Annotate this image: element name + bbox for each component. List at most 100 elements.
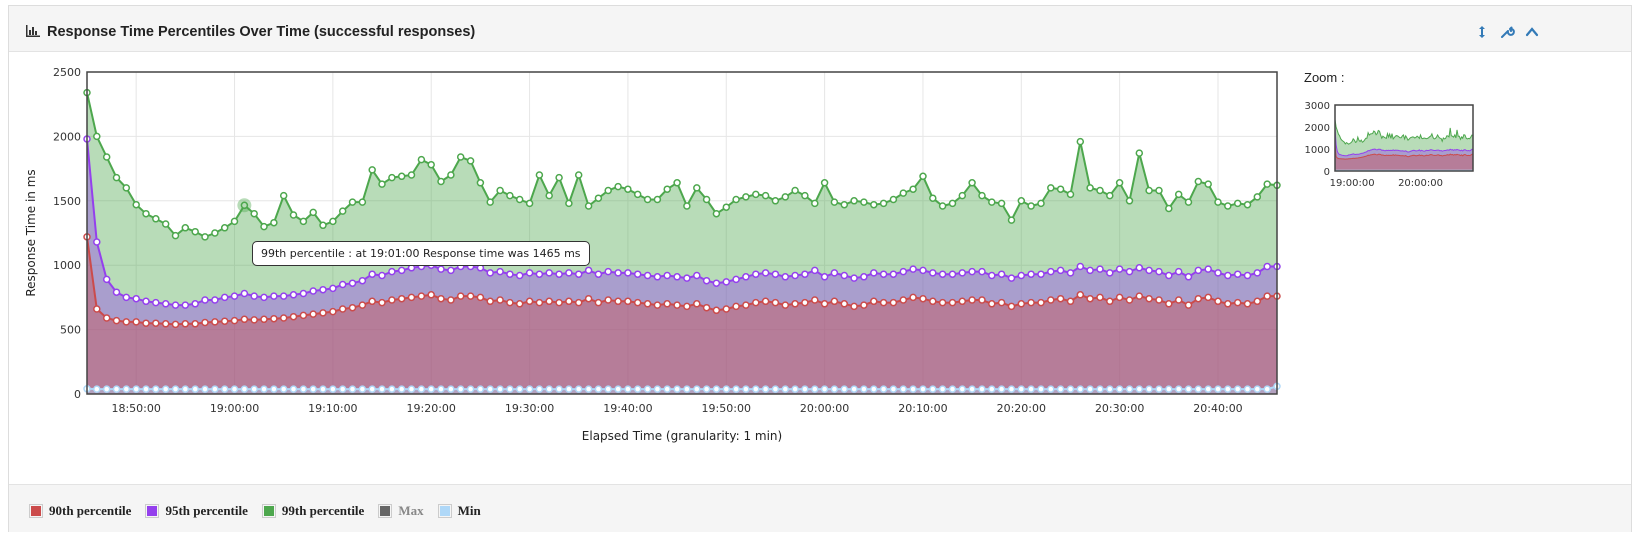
data-point	[368, 166, 376, 174]
data-point	[958, 269, 967, 277]
data-point	[732, 195, 740, 204]
data-point	[604, 186, 612, 195]
data-point	[496, 186, 504, 195]
data-point	[771, 385, 780, 393]
zoom-chart[interactable]: 0 1000 2000 3000 19:00:00 20:00:00	[1300, 95, 1490, 205]
x-tick-label: 19:20:00	[407, 402, 456, 415]
data-point	[211, 385, 219, 393]
data-point	[673, 179, 681, 187]
data-point	[1135, 292, 1144, 300]
data-point	[860, 273, 868, 281]
wrench-icon[interactable]	[1499, 24, 1515, 40]
data-point	[93, 305, 101, 313]
data-point	[938, 298, 947, 307]
data-point	[614, 269, 622, 277]
data-point	[161, 320, 170, 328]
data-point	[840, 200, 849, 209]
data-point	[1106, 191, 1114, 200]
data-point	[1007, 385, 1016, 393]
data-point	[122, 385, 131, 393]
panel-heading: Response Time Percentiles Over Time (suc…	[9, 6, 1631, 52]
legend-item[interactable]: Max	[378, 503, 424, 519]
data-point	[752, 298, 760, 307]
main-chart[interactable]: 0 500 1000 1500 2000 2500 18:50:00 19:00:00 19:1…	[0, 46, 1290, 516]
data-point	[1253, 385, 1262, 393]
data-point	[1066, 190, 1075, 199]
data-point	[289, 291, 298, 299]
data-point	[388, 267, 396, 276]
data-point	[250, 292, 258, 300]
x-tick-label: 20:40:00	[1193, 402, 1242, 415]
legend-item[interactable]: Min	[437, 503, 481, 519]
data-point	[368, 385, 376, 393]
data-point	[279, 385, 288, 393]
legend-item[interactable]: 99th percentile	[261, 503, 364, 519]
series-area	[87, 386, 1277, 394]
data-point	[230, 316, 239, 325]
data-point	[1125, 197, 1134, 205]
zoom-y-tick-label: 2000	[1305, 123, 1330, 134]
legend-swatch	[261, 504, 276, 518]
x-tick-label: 20:20:00	[997, 402, 1046, 415]
data-point	[693, 184, 701, 192]
data-point	[820, 300, 829, 308]
data-point	[466, 385, 475, 393]
x-tick-label: 19:40:00	[603, 402, 652, 415]
data-point	[476, 179, 485, 187]
data-point	[614, 182, 622, 191]
data-point	[938, 270, 947, 278]
data-point	[338, 305, 347, 313]
data-point	[181, 224, 190, 232]
data-point	[309, 287, 317, 295]
data-point	[122, 293, 131, 302]
data-point	[702, 385, 711, 393]
data-point	[240, 201, 249, 210]
data-point	[683, 385, 691, 393]
data-point	[506, 385, 514, 393]
data-point	[555, 385, 563, 393]
data-point	[535, 298, 544, 307]
data-point	[643, 271, 652, 280]
data-point	[742, 301, 750, 309]
data-point	[624, 385, 632, 393]
data-point	[1017, 385, 1026, 393]
data-point	[535, 171, 544, 179]
data-point	[988, 300, 996, 308]
data-point	[1194, 294, 1203, 303]
data-point	[270, 314, 278, 323]
data-point	[1027, 202, 1035, 210]
data-point	[752, 385, 760, 393]
chevron-up-icon[interactable]	[1524, 24, 1540, 40]
data-point	[1007, 216, 1016, 224]
data-point	[152, 319, 160, 327]
data-point	[1115, 179, 1124, 187]
data-point	[161, 385, 170, 393]
data-point	[132, 294, 140, 303]
data-point	[417, 155, 426, 164]
data-point	[171, 385, 180, 393]
legend-item[interactable]: 95th percentile	[145, 503, 248, 519]
x-tick-label: 20:10:00	[898, 402, 947, 415]
data-point	[1066, 297, 1075, 306]
y-tick-label: 1500	[53, 195, 81, 208]
data-point	[555, 270, 563, 278]
data-point	[1047, 267, 1055, 276]
data-point	[1224, 300, 1232, 308]
data-point	[319, 385, 327, 393]
data-point	[476, 293, 485, 302]
data-point	[702, 303, 711, 312]
data-point	[997, 270, 1006, 278]
data-point	[348, 303, 357, 312]
data-point	[496, 385, 504, 393]
resize-icon[interactable]	[1474, 24, 1490, 40]
data-point	[358, 198, 367, 206]
data-point	[289, 312, 298, 321]
data-point	[427, 385, 435, 393]
data-point	[899, 296, 908, 304]
legend-item[interactable]: 90th percentile	[29, 503, 131, 519]
y-tick-label: 1000	[53, 259, 81, 272]
data-point	[1233, 199, 1242, 208]
data-point	[929, 194, 937, 202]
data-point	[1263, 262, 1271, 271]
data-point	[545, 297, 553, 306]
